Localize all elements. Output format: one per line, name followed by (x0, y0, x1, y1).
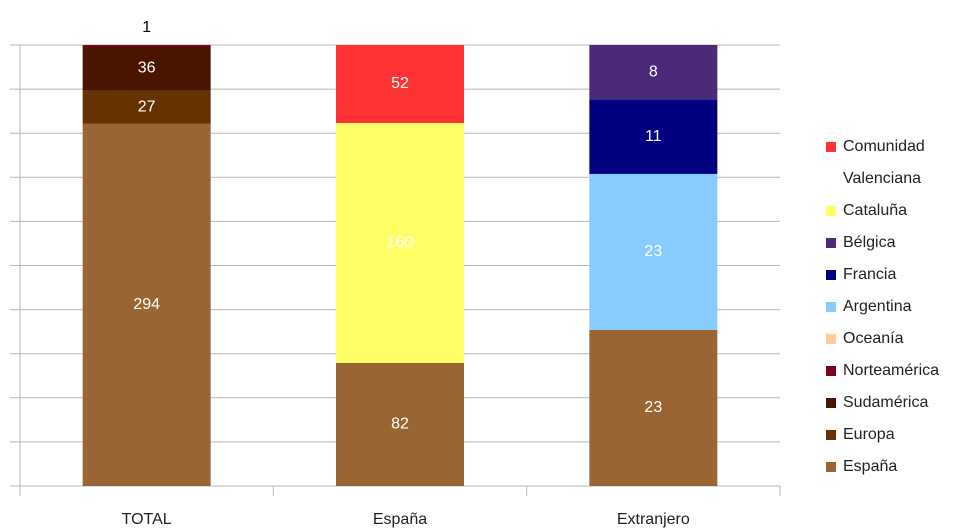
data-label: 52 (391, 75, 409, 92)
bar-segment (82, 123, 211, 487)
bar-segment (589, 329, 718, 486)
data-label: 36 (138, 60, 156, 77)
legend-label: Oceanía (843, 330, 904, 347)
legend-swatch (826, 334, 836, 344)
legend-swatch (826, 206, 836, 216)
bar-segment (589, 173, 718, 330)
legend-label: España (843, 458, 897, 475)
x-tick-label: TOTAL (122, 511, 172, 528)
data-label: 294 (133, 296, 160, 313)
legend-swatch (826, 270, 836, 280)
bar-segment (82, 45, 211, 47)
x-tick-label: Extranjero (617, 511, 690, 528)
legend-swatch (826, 398, 836, 408)
bar-segment (82, 46, 211, 91)
data-label: 27 (138, 98, 156, 115)
legend-label: Sudamérica (843, 394, 928, 411)
legend-swatch (826, 302, 836, 312)
legend-label: Cataluña (843, 202, 907, 219)
legend-swatch (826, 238, 836, 248)
data-label: 1 (142, 19, 151, 36)
legend-label: Argentina (843, 298, 912, 315)
bar-segment (336, 363, 464, 486)
data-label: 23 (644, 399, 662, 416)
bar-segment (336, 123, 464, 363)
legend-label: Bélgica (843, 234, 896, 251)
bar-segment (589, 99, 718, 174)
data-label: 23 (644, 243, 662, 260)
legend-label: Francia (843, 266, 896, 283)
legend-swatch (826, 142, 836, 152)
legend-label: Norteamérica (843, 362, 939, 379)
bar-segment (336, 45, 464, 123)
legend-swatch (826, 430, 836, 440)
bar-segment (589, 45, 718, 100)
data-label: 82 (391, 416, 409, 433)
data-label: 160 (387, 234, 414, 251)
x-tick-label: España (373, 511, 427, 528)
data-label: 8 (649, 63, 658, 80)
legend-swatch (826, 366, 836, 376)
legend-label: Europa (843, 426, 895, 443)
data-label: 11 (645, 128, 662, 145)
bar-segment (82, 90, 211, 124)
legend-label: Comunidad Valenciana (843, 138, 925, 187)
legend-swatch (826, 462, 836, 472)
